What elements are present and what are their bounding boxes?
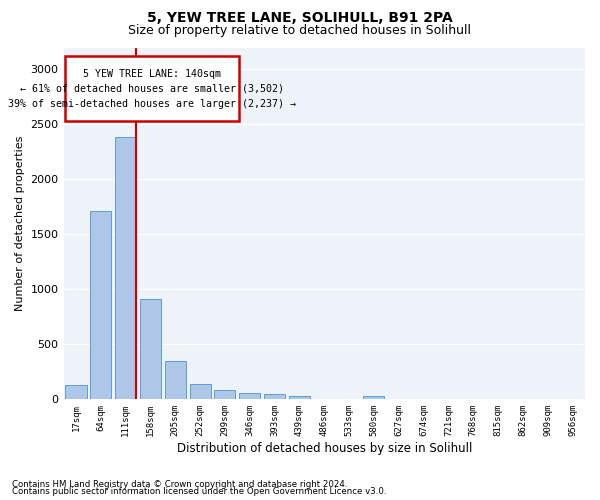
Bar: [239, 394, 260, 400]
Bar: [90, 212, 112, 400]
Bar: [289, 396, 310, 400]
Text: Contains HM Land Registry data © Crown copyright and database right 2024.: Contains HM Land Registry data © Crown c…: [12, 480, 347, 489]
Bar: [190, 384, 211, 400]
Bar: [115, 136, 136, 400]
FancyBboxPatch shape: [65, 56, 239, 121]
X-axis label: Distribution of detached houses by size in Solihull: Distribution of detached houses by size …: [176, 442, 472, 455]
Text: 5, YEW TREE LANE, SOLIHULL, B91 2PA: 5, YEW TREE LANE, SOLIHULL, B91 2PA: [147, 11, 453, 25]
Y-axis label: Number of detached properties: Number of detached properties: [15, 136, 25, 311]
Bar: [65, 385, 86, 400]
Bar: [140, 300, 161, 400]
Bar: [364, 396, 385, 400]
Bar: [165, 361, 186, 400]
Bar: [214, 390, 235, 400]
Bar: [264, 394, 285, 400]
Text: Contains public sector information licensed under the Open Government Licence v3: Contains public sector information licen…: [12, 488, 386, 496]
Text: 5 YEW TREE LANE: 140sqm
← 61% of detached houses are smaller (3,502)
39% of semi: 5 YEW TREE LANE: 140sqm ← 61% of detache…: [8, 69, 296, 108]
Text: Size of property relative to detached houses in Solihull: Size of property relative to detached ho…: [128, 24, 472, 37]
